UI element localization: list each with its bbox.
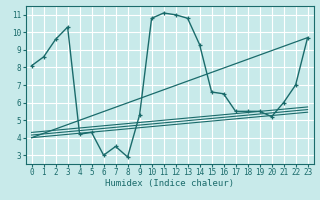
X-axis label: Humidex (Indice chaleur): Humidex (Indice chaleur)	[105, 179, 234, 188]
